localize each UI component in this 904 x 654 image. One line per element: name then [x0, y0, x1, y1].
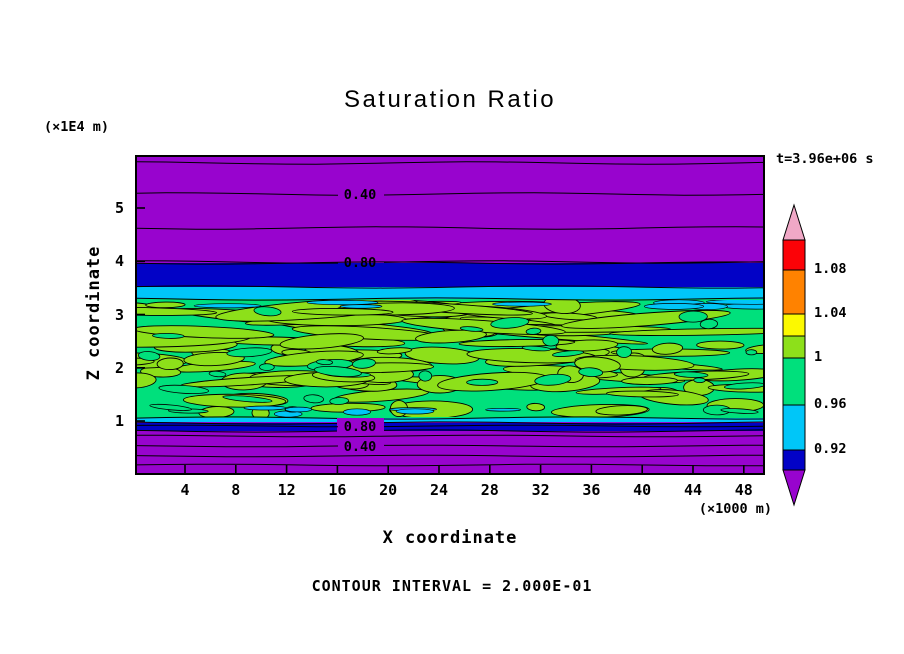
colorbar-tick-label: 0.96	[814, 396, 847, 412]
y-tick-label: 1	[114, 412, 124, 430]
time-annotation: t=3.96e+06 s	[776, 151, 874, 167]
plot-frame	[135, 155, 765, 475]
contour-label: 0.80	[344, 419, 377, 435]
x-tick-label: 40	[633, 481, 652, 499]
colorbar-segment	[782, 449, 806, 471]
colorbar-segment	[782, 357, 806, 406]
colorbar-tick-label: 0.92	[814, 441, 847, 457]
x-tick-label: 28	[480, 481, 499, 499]
page-title: Saturation Ratio	[343, 86, 557, 113]
colorbar-tick-label: 1	[814, 349, 823, 365]
x-tick-label: 12	[277, 481, 296, 499]
x-axis-label: X coordinate	[382, 528, 518, 548]
x-tick-label: 16	[328, 481, 347, 499]
x-tick-label: 24	[429, 481, 449, 499]
x-tick-label: 44	[683, 481, 703, 499]
colorbar-segment	[782, 269, 806, 315]
contour-label: 0.40	[344, 439, 377, 455]
y-tick-label: 2	[114, 358, 124, 377]
colorbar-top-arrow	[782, 203, 806, 241]
colorbar-tick-label: 1.04	[814, 305, 847, 321]
x-tick-label: 4	[180, 481, 190, 499]
contour-interval-note: CONTOUR INTERVAL = 2.000E-01	[311, 577, 593, 595]
colorbar-segment	[782, 404, 806, 451]
x-tick-label: 8	[231, 481, 241, 499]
colorbar-tick-label: 1.08	[814, 261, 847, 277]
y-tick-label: 5	[114, 199, 124, 217]
y-axis-units: (×1E4 m)	[44, 119, 110, 135]
colorbar-bottom-arrow	[782, 469, 806, 507]
y-tick-label: 4	[114, 252, 124, 271]
x-tick-label: 32	[531, 481, 550, 499]
x-tick-label: 48	[734, 481, 753, 499]
colorbar-segment	[782, 313, 806, 337]
x-tick-label: 20	[379, 481, 398, 499]
contour-label: 0.80	[344, 255, 377, 271]
contour-plot: 0.40 0.80 0.80 0.40	[135, 155, 765, 475]
x-tick-label: 36	[582, 481, 601, 499]
cloud-layer-blobs	[136, 300, 764, 417]
colorbar-segment	[782, 239, 806, 271]
x-axis-units: (×1000 m)	[698, 501, 772, 517]
contour-label: 0.40	[344, 187, 377, 203]
y-tick-label: 3	[114, 305, 124, 324]
colorbar	[782, 203, 806, 507]
colorbar-segment	[782, 335, 806, 359]
